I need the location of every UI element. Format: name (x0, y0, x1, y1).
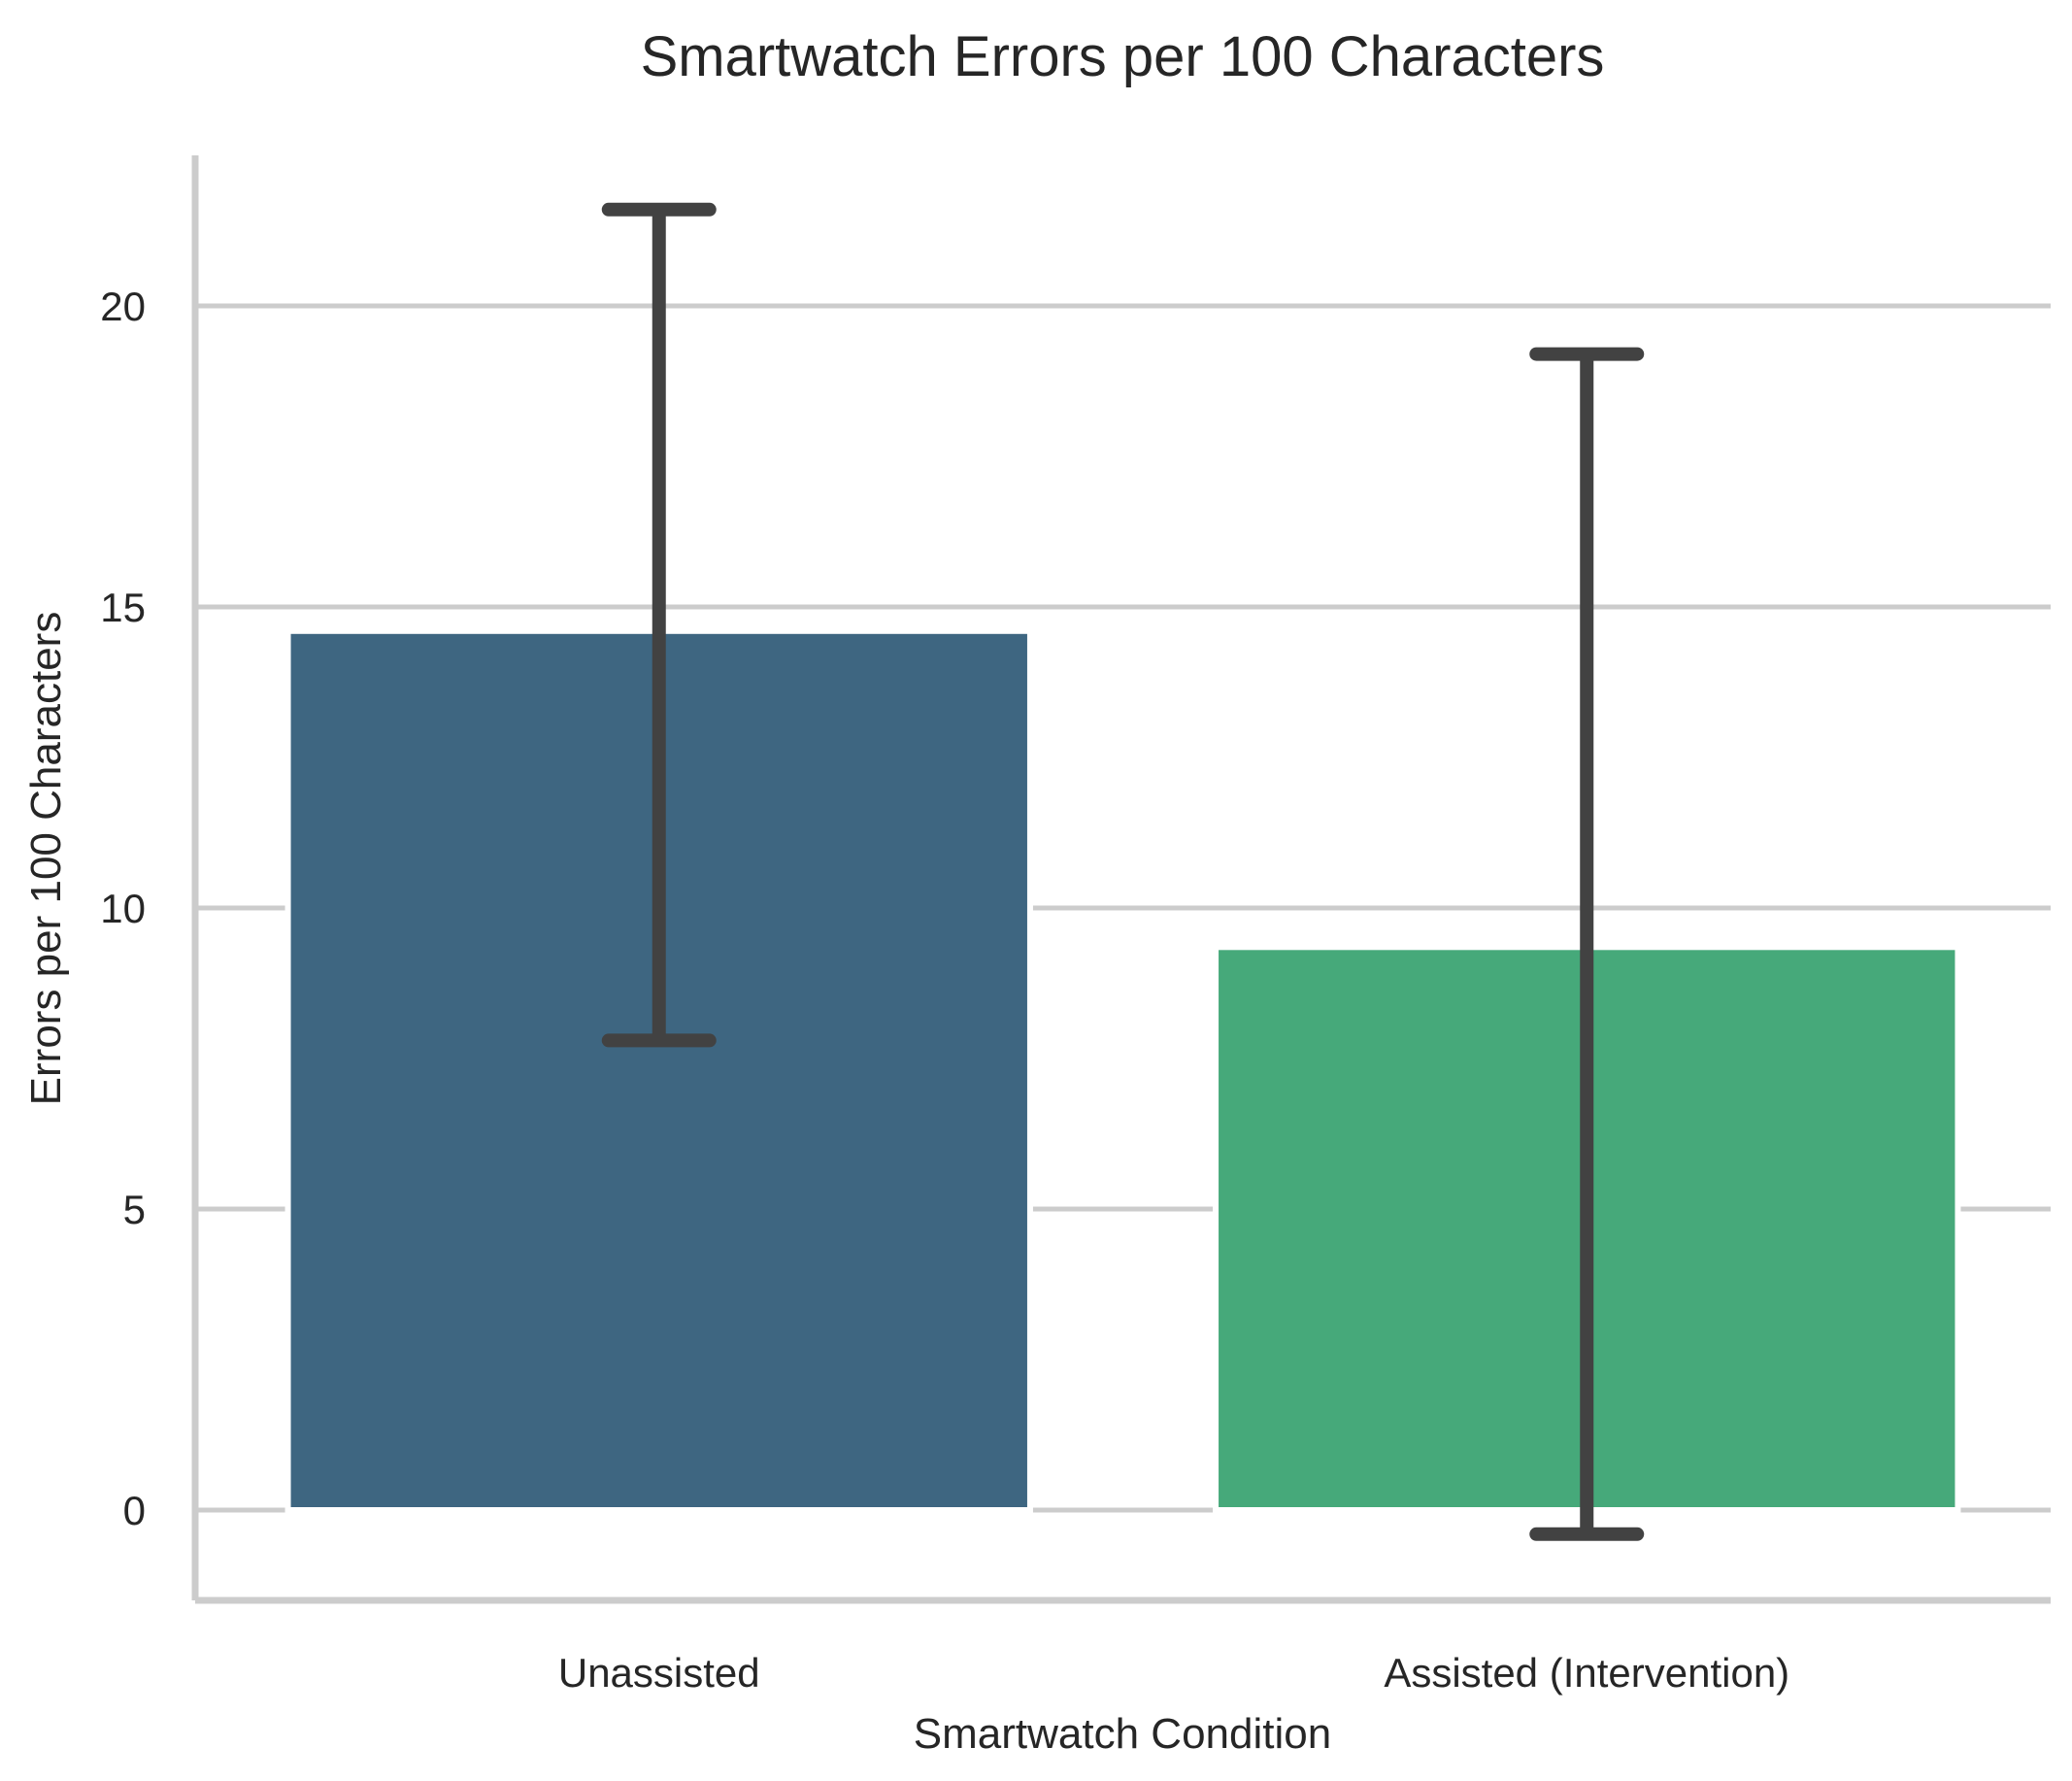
chart-title: Smartwatch Errors per 100 Characters (641, 25, 1605, 88)
y-tick-label: 5 (123, 1187, 146, 1232)
y-axis-label: Errors per 100 Characters (22, 612, 70, 1106)
y-tick-labels: 0 5 10 15 20 (100, 284, 146, 1533)
axis-spines (191, 155, 2051, 1604)
y-tick-label: 20 (100, 284, 146, 329)
y-tick-label: 10 (100, 886, 146, 931)
x-tick-labels: Unassisted Assisted (Intervention) (558, 1650, 1789, 1696)
bars (284, 627, 1961, 1513)
x-axis-label: Smartwatch Condition (914, 1710, 1331, 1758)
y-tick-label: 0 (123, 1488, 146, 1533)
x-tick-label: Unassisted (558, 1650, 760, 1696)
y-tick-label: 15 (100, 585, 146, 630)
error-bars (601, 202, 1645, 1541)
x-tick-label: Assisted (Intervention) (1384, 1650, 1789, 1696)
